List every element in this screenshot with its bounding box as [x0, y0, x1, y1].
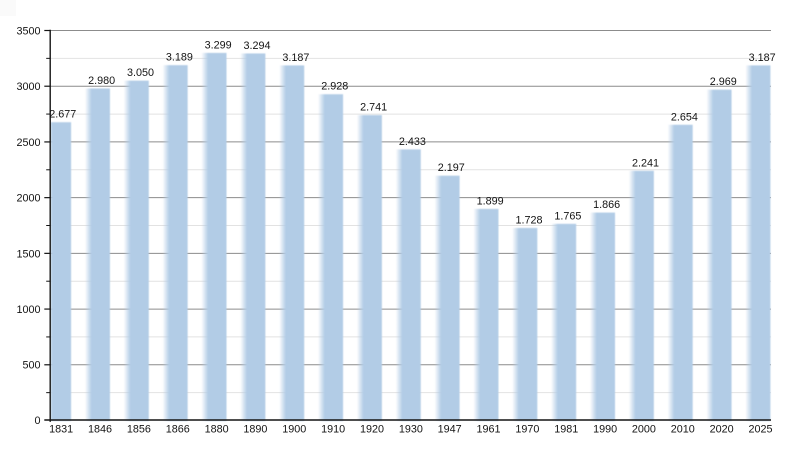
- svg-text:1.765: 1.765: [554, 210, 581, 222]
- svg-text:2020: 2020: [710, 424, 734, 436]
- svg-text:1.728: 1.728: [515, 215, 542, 227]
- svg-text:1890: 1890: [243, 424, 267, 436]
- svg-text:500: 500: [22, 360, 40, 372]
- svg-text:1947: 1947: [438, 424, 462, 436]
- svg-text:3.299: 3.299: [205, 39, 232, 51]
- svg-text:3000: 3000: [16, 81, 40, 93]
- svg-text:1.866: 1.866: [593, 199, 620, 211]
- svg-text:0: 0: [34, 415, 40, 427]
- svg-text:2.433: 2.433: [399, 136, 426, 148]
- svg-text:2.741: 2.741: [360, 102, 387, 114]
- svg-text:1910: 1910: [321, 424, 345, 436]
- svg-text:1846: 1846: [88, 424, 112, 436]
- svg-text:3.189: 3.189: [166, 52, 193, 64]
- svg-text:1961: 1961: [477, 424, 501, 436]
- svg-text:2.980: 2.980: [88, 75, 115, 87]
- svg-text:2.654: 2.654: [671, 111, 698, 123]
- svg-text:3.294: 3.294: [244, 40, 271, 52]
- svg-text:1990: 1990: [593, 424, 617, 436]
- svg-text:1880: 1880: [205, 424, 229, 436]
- svg-text:2.241: 2.241: [632, 157, 659, 169]
- svg-text:2010: 2010: [671, 424, 695, 436]
- svg-text:1831: 1831: [49, 424, 73, 436]
- svg-text:1.899: 1.899: [477, 195, 504, 207]
- svg-text:2000: 2000: [632, 424, 656, 436]
- svg-text:1866: 1866: [166, 424, 190, 436]
- svg-text:1000: 1000: [16, 304, 40, 316]
- svg-text:2.928: 2.928: [321, 81, 348, 93]
- svg-text:1856: 1856: [127, 424, 151, 436]
- svg-text:2025: 2025: [748, 424, 772, 436]
- svg-text:2000: 2000: [16, 193, 40, 205]
- svg-text:1981: 1981: [554, 424, 578, 436]
- svg-text:3500: 3500: [16, 25, 40, 37]
- svg-text:2.677: 2.677: [49, 109, 76, 121]
- svg-text:2.969: 2.969: [710, 76, 737, 88]
- svg-text:1500: 1500: [16, 248, 40, 260]
- svg-text:3.050: 3.050: [127, 67, 154, 79]
- svg-text:1970: 1970: [515, 424, 539, 436]
- svg-text:2.197: 2.197: [438, 162, 465, 174]
- svg-text:2500: 2500: [16, 137, 40, 149]
- svg-text:3.187: 3.187: [282, 52, 309, 64]
- svg-text:1920: 1920: [360, 424, 384, 436]
- svg-text:1930: 1930: [399, 424, 423, 436]
- svg-text:1900: 1900: [282, 424, 306, 436]
- svg-text:3.187: 3.187: [749, 52, 776, 64]
